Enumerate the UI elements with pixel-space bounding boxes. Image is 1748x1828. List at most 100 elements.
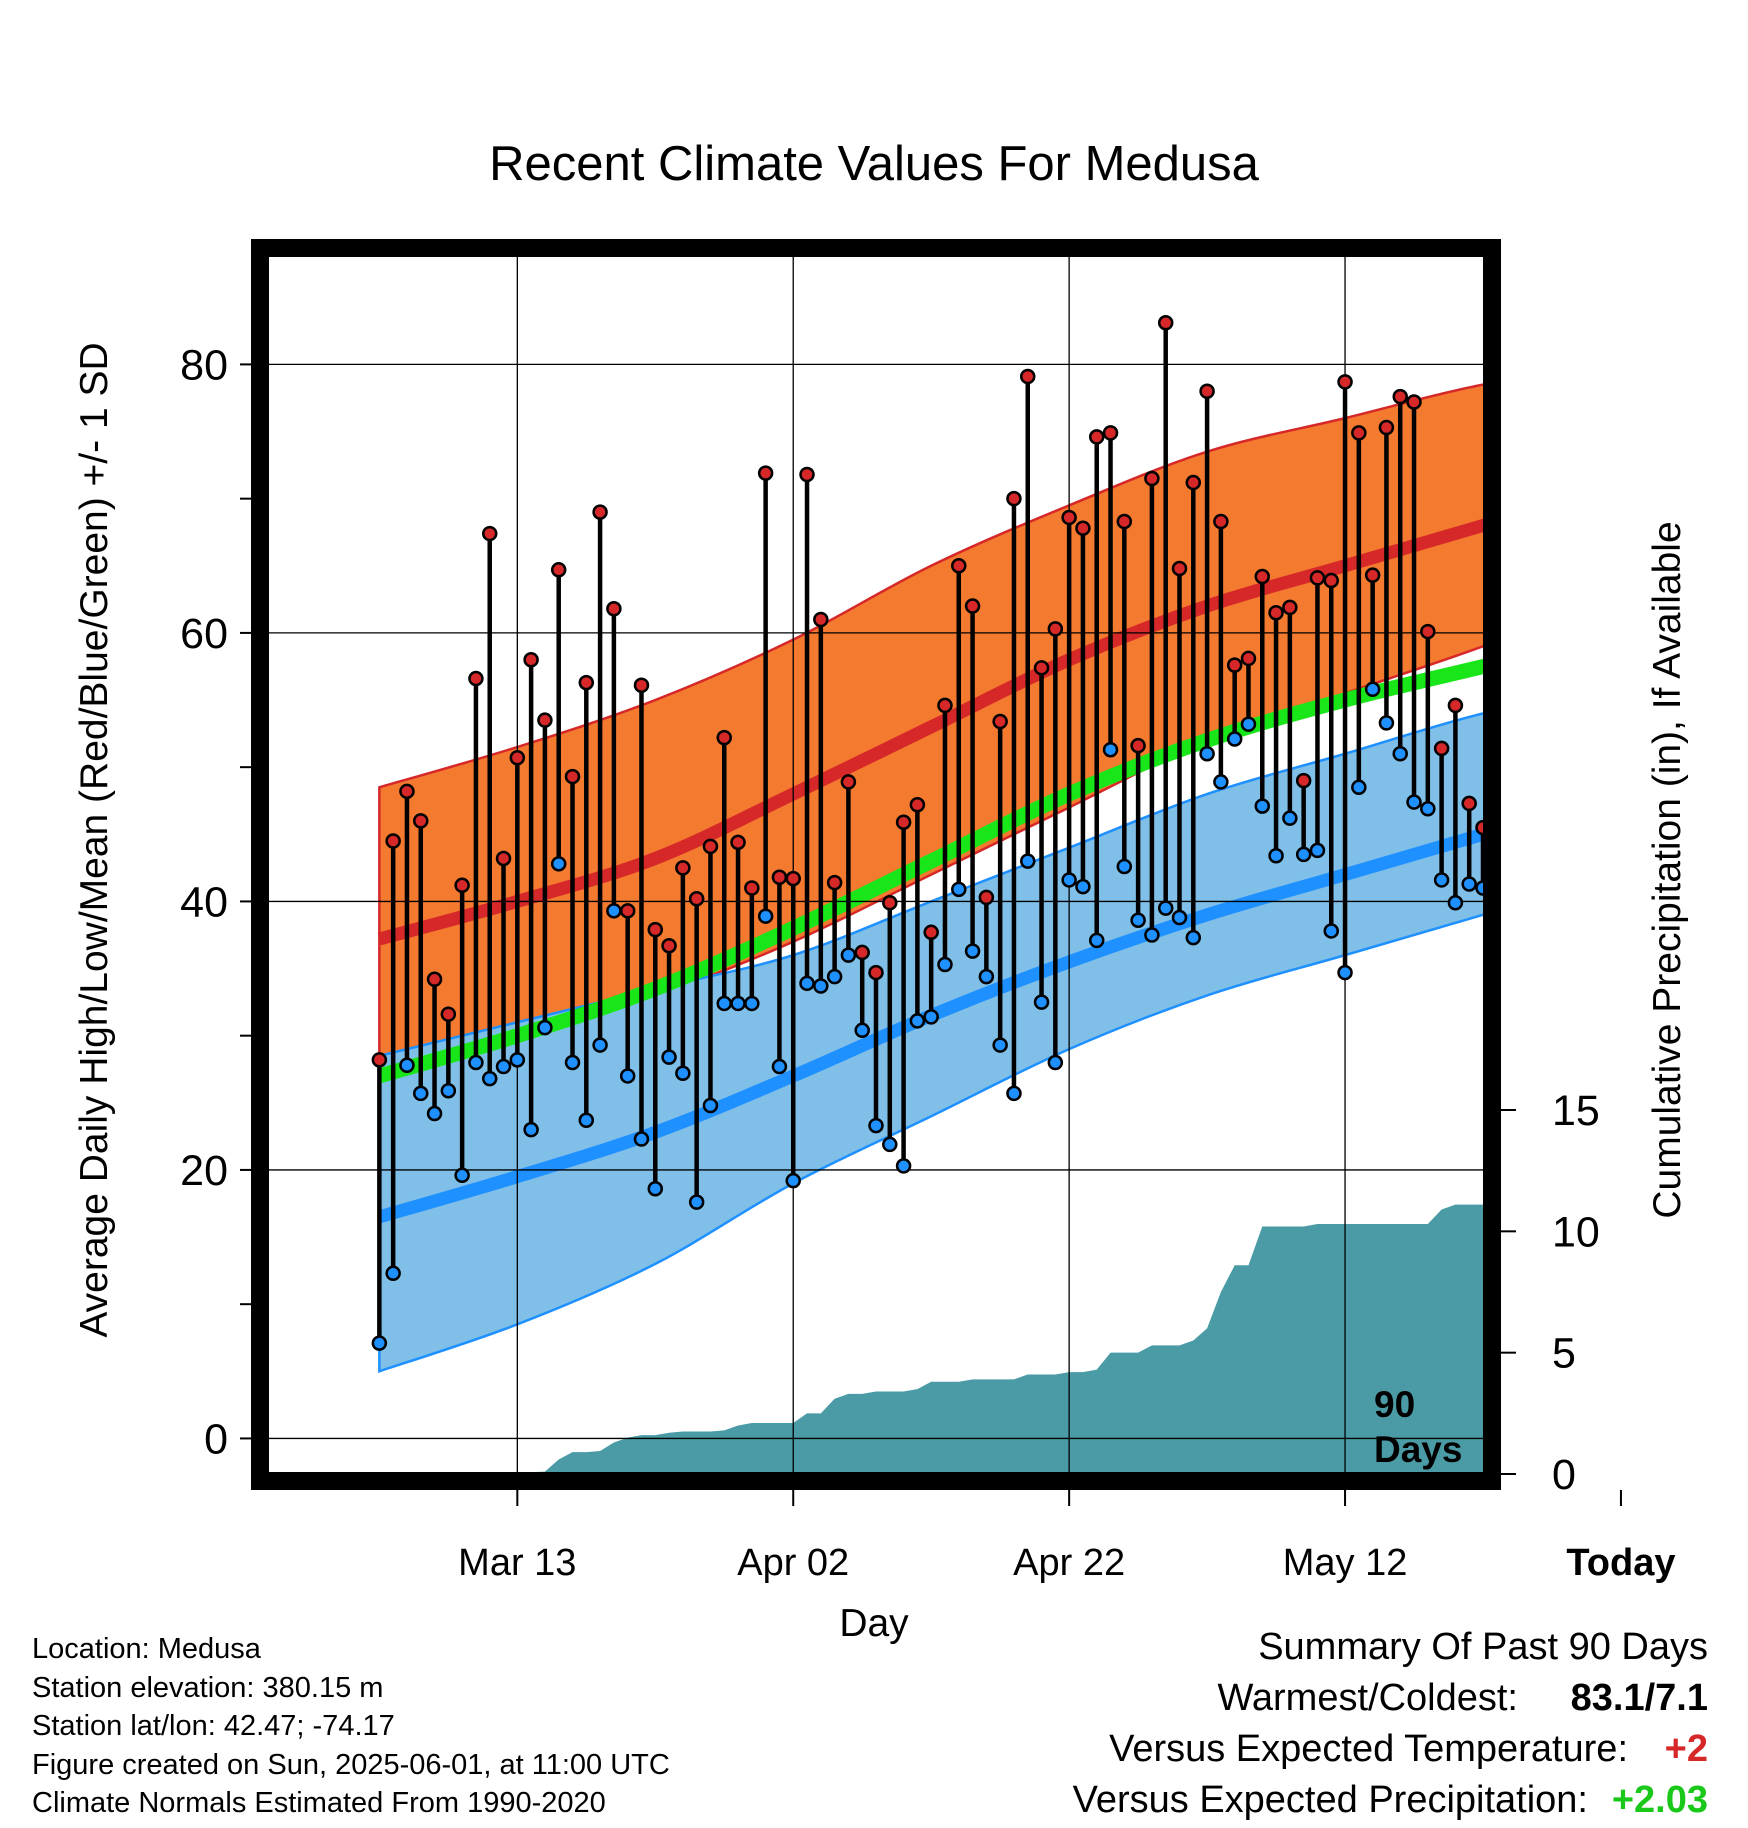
y-tick-label: 60 (180, 610, 228, 658)
daily-low-point (1518, 829, 1531, 842)
daily-low-point (1447, 895, 1464, 911)
daily-low-point (1601, 828, 1614, 841)
daily-high-point (537, 712, 553, 728)
daily-high-point (1337, 374, 1353, 390)
daily-high-point (716, 729, 732, 746)
daily-high-point (1254, 568, 1271, 585)
precip-tick-label: 10 (1552, 1208, 1600, 1256)
days-label-line1: 90 (1374, 1384, 1415, 1425)
daily-high-point (1213, 513, 1229, 530)
daily-low-point (1461, 876, 1477, 892)
y-axis-label-right: Cumulative Precipitation (in), If Availa… (1646, 521, 1689, 1218)
daily-low-point (1061, 872, 1077, 888)
daily-low-point (564, 1054, 581, 1071)
daily-low-point (1157, 900, 1174, 916)
daily-high-point (992, 713, 1008, 730)
precip-tick-label: 15 (1552, 1087, 1600, 1135)
plot-clip-group (269, 257, 1614, 1472)
daily-high-point (964, 598, 981, 614)
location-text: Location: Medusa (32, 1633, 261, 1665)
daily-low-point (744, 995, 760, 1012)
daily-low-point (1309, 842, 1326, 859)
daily-high-point (1171, 560, 1188, 577)
daily-low-point (868, 1117, 884, 1134)
daily-high-point (578, 674, 595, 691)
daily-low-point (440, 1082, 457, 1099)
summary-heading: Summary Of Past 90 Days (1258, 1626, 1708, 1668)
daily-low-point (1268, 848, 1284, 864)
daily-high-point (1006, 490, 1022, 507)
daily-high-point (1573, 530, 1586, 543)
daily-low-point (923, 1009, 939, 1025)
daily-low-point (1323, 923, 1339, 939)
daily-high-point (1406, 394, 1422, 410)
daily-high-point (675, 860, 691, 876)
temp-value: +2 (1664, 1728, 1708, 1770)
daily-high-point (1116, 513, 1133, 530)
daily-high-point (771, 869, 788, 886)
daily-high-point (1392, 388, 1408, 405)
normals-text: Climate Normals Estimated From 1990-2020 (32, 1787, 606, 1819)
precip-tick-label: 5 (1552, 1330, 1576, 1378)
daily-high-point (1461, 795, 1477, 812)
daily-low-point (385, 1265, 401, 1282)
daily-low-point (757, 908, 774, 924)
daily-low-point (813, 978, 829, 994)
daily-low-point (1364, 681, 1381, 698)
daily-high-point (440, 1006, 457, 1022)
daily-low-point (1240, 716, 1257, 732)
daily-low-point (619, 1068, 636, 1084)
daily-high-point (509, 750, 526, 766)
daily-low-point (399, 1057, 415, 1073)
daily-low-point (785, 1172, 801, 1189)
daily-high-point (495, 850, 512, 867)
elevation-text: Station elevation: 380.15 m (32, 1671, 384, 1704)
daily-low-point (992, 1037, 1008, 1053)
daily-low-point (537, 1019, 553, 1036)
daily-high-point (895, 814, 912, 830)
precip-row: Versus Expected Precipitation: +2.03 (1073, 1775, 1708, 1826)
daily-low-point (1226, 731, 1243, 747)
daily-low-point (1392, 745, 1408, 762)
daily-high-point (1518, 652, 1531, 665)
daily-low-point (716, 995, 732, 1012)
warm-cold-label: Warmest/Coldest: (1217, 1677, 1518, 1719)
daily-high-point (854, 944, 870, 961)
daily-high-point (1061, 509, 1077, 526)
x-tick-label: May 12 (1283, 1542, 1408, 1584)
daily-high-point (1433, 740, 1450, 757)
daily-high-point (1185, 474, 1202, 491)
daily-high-point (799, 466, 815, 483)
daily-high-point (882, 895, 898, 911)
daily-high-point (1587, 447, 1600, 460)
daily-high-point (1282, 599, 1298, 616)
daily-low-point (1378, 715, 1395, 731)
daily-low-point (1254, 798, 1271, 814)
daily-high-point (413, 813, 429, 829)
daily-low-point (675, 1065, 691, 1082)
daily-high-point (868, 964, 884, 981)
daily-low-point (1573, 762, 1586, 775)
daily-high-point (785, 870, 801, 887)
daily-high-point (1323, 572, 1339, 589)
daily-high-point (1075, 520, 1091, 536)
daily-low-point (1199, 745, 1215, 762)
daily-high-point (592, 504, 608, 520)
daily-high-point (937, 697, 953, 714)
daily-high-point (633, 677, 650, 694)
daily-low-point (1475, 880, 1483, 896)
daily-high-point (1020, 368, 1036, 385)
daily-high-point (661, 937, 677, 954)
daily-high-point (371, 1052, 388, 1068)
daily-low-point (895, 1158, 912, 1174)
daily-high-point (1144, 470, 1160, 487)
daily-high-point (1378, 419, 1395, 436)
temp-row: Versus Expected Temperature: +2 (1073, 1724, 1708, 1775)
daily-low-point (1075, 878, 1091, 895)
daily-high-point (523, 652, 539, 668)
daily-high-point (826, 874, 843, 891)
daily-low-point (882, 1136, 898, 1153)
daily-low-point (661, 1049, 677, 1065)
daily-high-point (1532, 524, 1545, 537)
daily-low-point (495, 1058, 512, 1075)
